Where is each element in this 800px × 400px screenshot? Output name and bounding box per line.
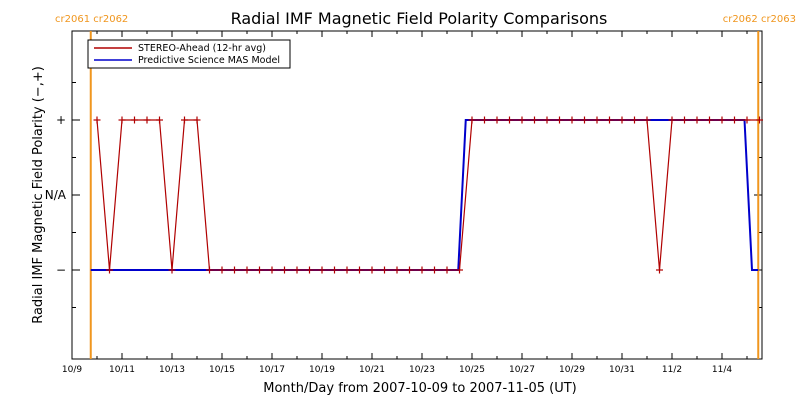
data-point-stereo (493, 116, 501, 124)
data-point-stereo (656, 266, 663, 274)
data-point-stereo (443, 266, 451, 274)
carrington-markers: cr2061 cr2062 cr2062 cr2063 (55, 14, 796, 359)
data-point-stereo (206, 266, 213, 274)
data-point-stereo (281, 266, 288, 274)
series-line-stereo (96, 119, 760, 271)
data-point-stereo (93, 116, 101, 124)
data-point-stereo (243, 266, 251, 274)
carrington-label: cr2062 cr2063 (723, 14, 796, 25)
chart-title: Radial IMF Magnetic Field Polarity Compa… (231, 9, 608, 28)
data-point-stereo (618, 116, 626, 124)
data-point-stereo (668, 116, 676, 124)
legend-label-stereo: STEREO-Ahead (12-hr avg) (138, 43, 266, 54)
data-point-stereo (606, 116, 613, 124)
data-point-stereo (506, 116, 513, 124)
data-point-stereo (356, 266, 363, 274)
data-point-stereo (418, 266, 426, 274)
x-axis-label: Month/Day from 2007-10-09 to 2007-11-05 … (263, 381, 576, 396)
x-tick-label: 10/31 (609, 365, 635, 375)
data-point-stereo (118, 116, 126, 124)
data-point-stereo (743, 116, 751, 124)
data-point-stereo (381, 266, 388, 274)
data-point-stereo (706, 116, 713, 124)
data-point-stereo (718, 116, 726, 124)
data-point-stereo (293, 266, 301, 274)
data-point-stereo (268, 266, 276, 274)
legend-box (87, 39, 291, 69)
data-point-stereo (256, 266, 263, 274)
data-point-stereo (406, 266, 413, 274)
data-point-stereo (531, 116, 538, 124)
legend: STEREO-Ahead (12-hr avg) Predictive Scie… (87, 39, 291, 69)
x-tick-label: 10/9 (62, 365, 82, 375)
data-point-stereo (156, 116, 163, 124)
data-point-stereo (693, 116, 701, 124)
x-tick-label: 10/19 (309, 365, 335, 375)
x-tick-label: 10/27 (509, 365, 535, 375)
y-tick-label: − (56, 263, 66, 277)
data-point-stereo (168, 266, 176, 274)
series-layer (90, 116, 763, 274)
x-tick-label: 10/13 (159, 365, 185, 375)
x-tick-label: 10/15 (209, 365, 235, 375)
data-point-stereo (331, 266, 338, 274)
x-tick-label: 10/21 (359, 365, 385, 375)
data-point-stereo (593, 116, 601, 124)
data-point-stereo (193, 116, 201, 124)
y-axis-label: Radial IMF Magnetic Field Polarity (−,+) (31, 66, 46, 324)
data-point-stereo (631, 116, 638, 124)
data-point-stereo (481, 116, 488, 124)
carrington-label: cr2061 cr2062 (55, 14, 128, 25)
legend-label-model: Predictive Science MAS Model (138, 55, 280, 66)
x-tick-label: 10/29 (559, 365, 585, 375)
data-point-stereo (318, 266, 326, 274)
x-tick-label: 10/23 (409, 365, 435, 375)
plot-frame (71, 30, 763, 360)
data-point-stereo (518, 116, 526, 124)
data-point-stereo (581, 116, 588, 124)
data-point-stereo (568, 116, 576, 124)
y-axis-ticks: − N/A + (45, 82, 762, 308)
y-tick-label: N/A (45, 188, 67, 202)
x-tick-label: 11/4 (712, 365, 732, 375)
x-tick-label: 10/11 (109, 365, 135, 375)
data-point-stereo (681, 116, 688, 124)
data-point-stereo (731, 116, 738, 124)
data-point-stereo (306, 266, 313, 274)
data-point-stereo (468, 116, 476, 124)
data-point-stereo (106, 266, 113, 274)
data-point-stereo (218, 266, 226, 274)
data-point-stereo (393, 266, 401, 274)
data-point-stereo (131, 116, 138, 124)
data-point-stereo (543, 116, 551, 124)
data-point-stereo (456, 266, 463, 274)
x-tick-label: 11/2 (662, 365, 682, 375)
data-point-stereo (343, 266, 351, 274)
data-point-stereo (231, 266, 238, 274)
y-tick-label: + (56, 113, 66, 127)
x-axis-ticks: 10/9 10/11 10/13 10/15 10/17 10/19 10/21 10/23 1… (62, 31, 748, 375)
data-point-stereo (143, 116, 151, 124)
data-point-stereo (181, 116, 188, 124)
x-tick-label: 10/25 (459, 365, 485, 375)
data-point-stereo (431, 266, 438, 274)
data-point-stereo (556, 116, 563, 124)
x-tick-label: 10/17 (259, 365, 285, 375)
data-point-stereo (756, 116, 763, 124)
data-point-stereo (368, 266, 376, 274)
data-point-stereo (643, 116, 651, 124)
